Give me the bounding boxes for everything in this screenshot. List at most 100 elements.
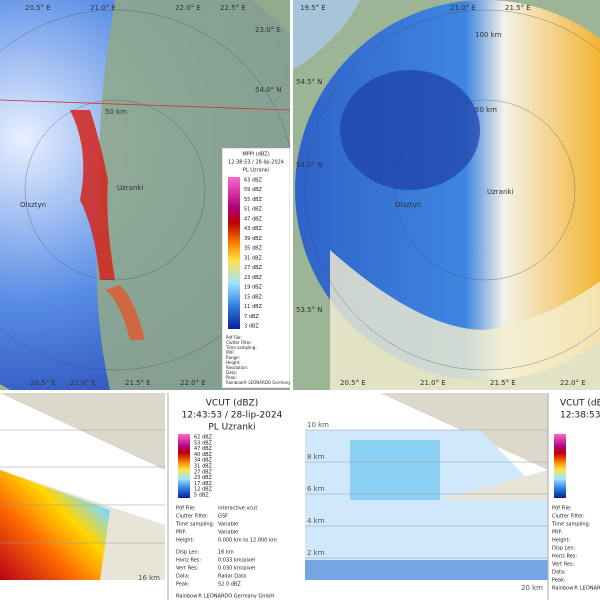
panel-bottom-right: 10 km 8 km 6 km 4 km 2 km 20 km VCUT (dBZ) 1… [300,393,600,600]
map-label: 21.5° E [490,379,516,387]
height-label: 6 km [307,485,325,493]
storm-cell [105,285,145,340]
map-label: 54.0° N [255,86,282,94]
color-scale [228,177,240,329]
info-key: Rainbow® LEONARDO Germany GmbH [552,585,600,592]
border [0,99,290,111]
map-label: 50 km [105,108,127,116]
legend-info: Pdf File:Clutter Filter:Time sampling:PR… [551,506,600,592]
map-label: 22.5° E [220,4,246,12]
info-value: 0.030 km/pixel [218,566,255,572]
map-label: 20.5° E [30,379,56,387]
info-label: PRF: [226,350,235,355]
legend-info: Pdf File:Clutter Filter:Time sampling:PR… [225,335,304,385]
height-label: 10 km [307,421,329,429]
vcut-time: 12:43:53 / 28-lip-2024 [182,411,283,421]
info-key: Time sampling: [551,522,591,528]
scale-label: 15 dBZ [244,294,263,300]
vcut-title: VCUT (dBZ) [206,399,258,409]
city-label: Uzranki [117,184,143,192]
info-value: GSF [218,514,228,520]
map-label: 19.5° E [300,4,326,12]
info-key: Data: [552,570,566,576]
scale-label: 31 dBZ [244,255,263,261]
info-label: Rainbow® LEONARDO Germany GmbH [226,380,304,385]
scale-label: 51 dBZ [244,207,263,213]
color-scale [178,434,190,498]
city-label: Uzranki [487,188,513,196]
height-label: 8 km [307,453,325,461]
info-key: PRF: [176,530,187,536]
map-label: 21.0° E [70,379,96,387]
info-value: Variable [218,522,238,528]
map-label: 22.0° E [175,4,201,12]
info-key: Height: [552,538,571,544]
height-label: 4 km [307,517,325,525]
range-ring [394,99,576,281]
info-key: Horiz Res: [176,558,201,564]
info-value: 16 km [218,550,234,556]
panel-bottom-left: 16 km VCUT (dBZ) 12:43:53 / 28-lip-2024 … [0,393,296,600]
map-label: 23.0° E [255,26,281,34]
scale-label: 23 dBZ [194,475,213,481]
legend-title: MPPI (dBZ) [242,152,269,158]
map-label: 54.0° N [296,161,323,169]
info-key: Disp Len: [552,546,576,552]
info-label: Resolution: [226,365,248,370]
vcut-title: VCUT (dBZ) [560,399,600,409]
info-key: Time sampling: [175,522,215,528]
range-ring [0,9,290,371]
footer: Rainbow® LEONARDO Germany GmbH [176,593,274,600]
scale-label: 3 dBZ [244,324,259,330]
map-label: 21.5° E [505,4,531,12]
map-label: 21.5° E [125,379,151,387]
panel-top-right: 19.5° E 21.0° E 21.5° E 100 km 50 km Ols… [293,0,600,390]
scale-label: 59 dBZ [244,187,263,193]
info-value: Variable [218,530,238,536]
info-key: Clutter Filter: [176,514,209,520]
out-of-range [440,470,548,500]
scale-label: 47 dBZ [244,216,263,222]
range-ring [24,99,206,281]
info-label: Range: [226,355,240,360]
distance-label: 16 km [138,574,160,582]
scale-label: 53 dBZ [194,440,213,446]
info-label: Peak: [226,375,237,380]
range-ring [304,9,600,371]
reflectivity-profile [0,470,110,580]
map-label: 53.5° N [296,306,323,314]
scale-label: 31 dBZ [194,464,213,470]
map-label: 20.5° E [25,4,51,12]
city-label: Olsztyn [20,201,46,209]
map-label: 21.0° E [420,379,446,387]
sea [293,0,360,70]
info-label: Pdf File: [226,335,242,340]
info-key: Pdf File: [176,506,196,512]
legend-info: Pdf File: interactive.vcut Clutter Filter:… [175,506,277,588]
legend-scale: 63 dBZ 59 dBZ 55 dBZ 51 dBZ 47 dBZ 43 dBZ 39 d… [244,178,263,330]
info-key: Height: [176,538,195,544]
scale-label: 35 dBZ [244,246,263,252]
out-of-range [0,393,165,470]
scale-label: 47 dBZ [194,446,213,452]
map-label: 54.5° N [296,78,323,86]
scale-label: 19 dBZ [244,285,263,291]
map-label: 21.0° E [450,4,476,12]
map-label: 22.0° E [180,379,206,387]
map-label: 50 km [475,106,497,114]
echo [305,560,548,580]
scale-label: 39 dBZ [244,236,263,242]
info-key: Horiz Res: [552,554,577,560]
scale-label: 27 dBZ [244,265,263,271]
height-label: 2 km [307,549,325,557]
map-label: 21.0° E [90,4,116,12]
height-grid: 10 km 8 km 6 km 4 km 2 km [305,421,548,559]
info-key: Clutter Filter: [552,514,585,520]
scale-label: 63 dBZ [244,178,263,184]
info-label: Height: [226,360,241,365]
distance-label: 20 km [521,584,543,592]
legend-time: 12:38:53 / 28-lip-2024 [228,160,284,166]
legend-site: PL Uzranki [243,168,269,174]
scale-label: 62 dBZ [194,435,213,441]
